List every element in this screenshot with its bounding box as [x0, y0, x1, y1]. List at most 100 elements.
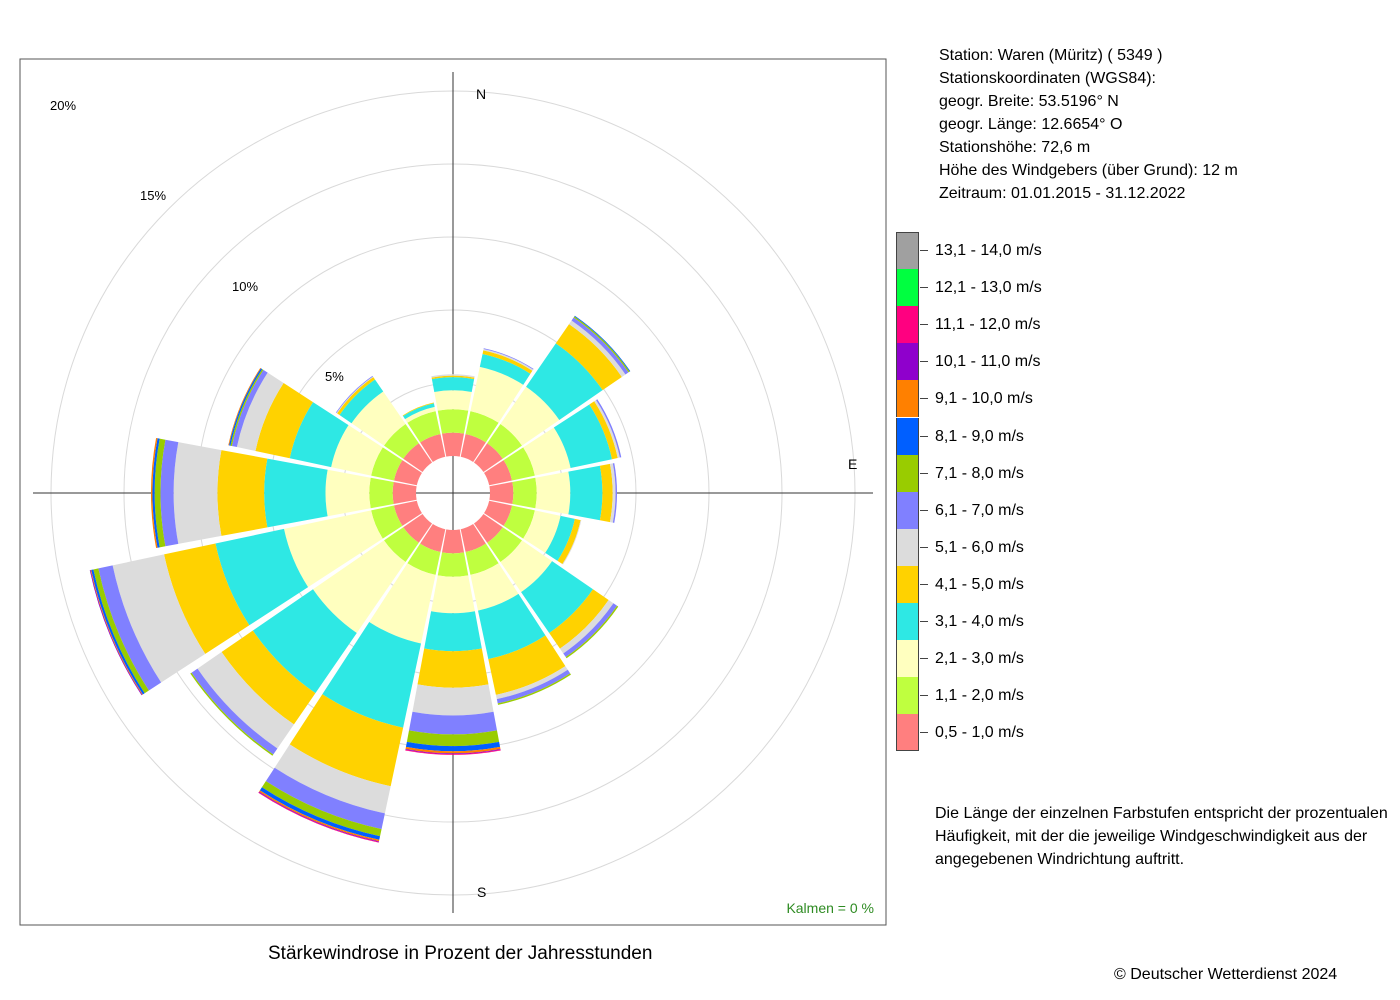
segment-NE-class-5 — [555, 324, 622, 391]
legend-label: 8,1 - 9,0 m/s — [935, 427, 1024, 445]
segment-SE-class-1 — [473, 513, 503, 543]
period: Zeitraum: 01.01.2015 - 31.12.2022 — [939, 185, 1186, 202]
legend-tick — [920, 695, 928, 697]
legend-item: 0,5 - 1,0 m/s — [896, 714, 1316, 752]
legend-tick — [920, 398, 928, 400]
segment-NNW-class-3 — [405, 406, 436, 423]
legend-swatch — [896, 343, 919, 381]
segment-NE-class-1 — [473, 443, 503, 473]
sector-SW — [190, 513, 433, 756]
segment-ENE-class-3 — [523, 427, 571, 476]
segment-S-class-5 — [417, 648, 489, 688]
legend-swatch — [896, 306, 919, 344]
legend-tick — [920, 250, 928, 251]
segment-N-class-3 — [434, 390, 472, 411]
legend-tick — [920, 435, 928, 437]
segment-NNE-class-4 — [479, 353, 531, 385]
legend-item: 13,1 - 14,0 m/s — [896, 232, 1316, 269]
legend-label: 11,1 - 12,0 m/s — [935, 316, 1041, 334]
segment-NNE-class-1 — [460, 433, 486, 462]
segment-SW-class-2 — [384, 527, 419, 562]
segment-S-class-1 — [442, 529, 464, 554]
segment-ENE-class-4 — [553, 404, 613, 468]
chart-labels: N E S 5% 10% 15% 20% — [50, 86, 857, 900]
segment-NW-class-3 — [351, 391, 406, 446]
segment-W-class-10 — [151, 437, 158, 549]
segment-NW-class-2 — [384, 424, 419, 459]
legend-swatch — [896, 491, 919, 529]
segment-SW-class-7 — [191, 668, 278, 755]
segment-WSW-class-5 — [164, 543, 250, 654]
segment-WSW-class-8 — [93, 568, 149, 694]
legend-swatch — [896, 380, 919, 418]
segment-ENE-class-5 — [589, 401, 618, 460]
legend-tick — [920, 621, 928, 622]
segment-ENE-class-6 — [594, 400, 620, 458]
legend-swatch — [896, 454, 919, 492]
calm-label: Kalmen = 0 % — [786, 900, 874, 916]
legend-item: 1,1 - 2,0 m/s — [896, 677, 1316, 715]
segment-WNW-class-4 — [289, 402, 349, 468]
sector-WSW — [89, 500, 422, 696]
legend-swatch — [896, 417, 919, 455]
segment-NNE-class-3 — [470, 366, 524, 423]
segment-E-class-2 — [512, 477, 537, 509]
segment-S-class-11 — [405, 749, 501, 755]
legend-label: 5,1 - 6,0 m/s — [935, 538, 1024, 556]
legend-swatch — [896, 565, 919, 603]
segment-SE-class-5 — [549, 589, 609, 649]
compass-label-N: N — [476, 86, 486, 102]
segment-S-class-2 — [437, 552, 469, 577]
station-name: Station: Waren (Müritz) ( 5349 ) — [939, 47, 1163, 64]
segment-N-class-5 — [431, 375, 475, 380]
segment-ENE-class-1 — [484, 460, 513, 486]
segment-W-class-6 — [173, 442, 222, 544]
legend-swatch — [896, 714, 919, 752]
legend-item: 2,1 - 3,0 m/s — [896, 640, 1316, 678]
ring-label-1: 5% — [325, 369, 344, 384]
station-latitude: geogr. Breite: 53.5196° N — [939, 93, 1119, 110]
segment-N-class-2 — [437, 409, 469, 434]
sector-SSW — [258, 524, 446, 843]
segment-S-class-12 — [405, 749, 501, 755]
legend-tick — [920, 509, 928, 511]
segment-E-class-7 — [612, 463, 618, 523]
segment-WNW-class-1 — [393, 460, 422, 486]
legend-swatch — [896, 232, 919, 269]
sector-ENE — [484, 399, 622, 486]
segment-SSW-class-9 — [259, 787, 381, 840]
sector-S — [405, 529, 501, 755]
segment-W-class-9 — [152, 438, 160, 548]
segment-NNW-class-2 — [407, 411, 441, 443]
legend-label: 12,1 - 13,0 m/s — [935, 279, 1042, 297]
segment-ESE-class-3 — [523, 510, 561, 553]
legend-item: 10,1 - 11,0 m/s — [896, 343, 1316, 381]
legend-item: 5,1 - 6,0 m/s — [896, 528, 1316, 566]
segment-E-class-6 — [609, 463, 616, 523]
segment-N-class-1 — [442, 432, 464, 457]
segment-WNW-class-3 — [331, 425, 383, 476]
segment-SSW-class-6 — [274, 744, 391, 814]
legend-swatch — [896, 603, 919, 640]
sector-ESE — [484, 500, 582, 565]
legend-label: 2,1 - 3,0 m/s — [935, 650, 1024, 668]
segment-SSE-class-6 — [495, 666, 568, 700]
segment-ESE-class-5 — [557, 518, 581, 565]
legend-label: 1,1 - 2,0 m/s — [935, 687, 1024, 705]
sector-N — [431, 374, 475, 457]
station-height: Stationshöhe: 72,6 m — [939, 139, 1091, 156]
segment-SE-class-3 — [500, 540, 553, 593]
segment-E-class-5 — [599, 463, 613, 523]
segment-E-class-1 — [489, 482, 514, 504]
segment-SSE-class-3 — [470, 563, 519, 611]
segment-E-class-3 — [535, 471, 571, 515]
segment-S-class-6 — [412, 684, 494, 716]
sector-W — [151, 437, 417, 549]
segment-SW-class-1 — [403, 513, 433, 543]
legend-item: 3,1 - 4,0 m/s — [896, 603, 1316, 640]
segment-NE-class-3 — [500, 386, 560, 446]
segment-NNE-class-2 — [465, 411, 499, 443]
legend-tick — [920, 287, 928, 289]
segment-SSW-class-8 — [261, 781, 382, 837]
segment-NNW-class-4 — [403, 403, 435, 420]
